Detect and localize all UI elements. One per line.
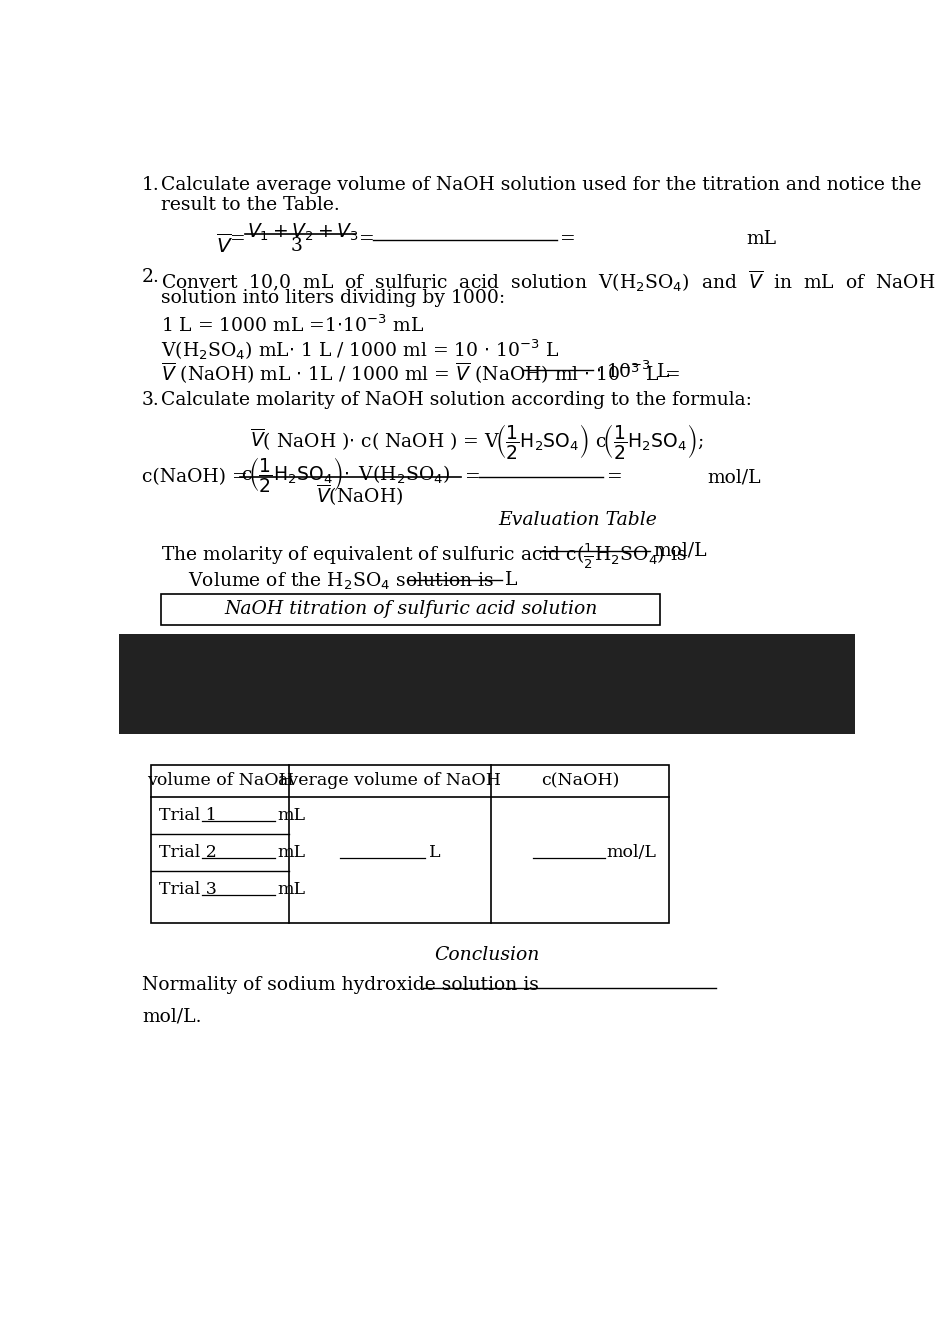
Text: 2.: 2.: [142, 268, 160, 286]
Text: $\overline{V}$ (NaOH) mL $\cdot$ 1L / 1000 ml = $\overline{V}$ (NaOH) ml $\cdot$: $\overline{V}$ (NaOH) mL $\cdot$ 1L / 10…: [162, 360, 680, 386]
Text: $\overline{V}$(NaOH): $\overline{V}$(NaOH): [316, 482, 404, 507]
Text: Evaluation Table: Evaluation Table: [499, 510, 657, 529]
Text: =: =: [560, 230, 577, 248]
Bar: [119, 634, 855, 734]
Text: Normality of sodium hydroxide solution is: Normality of sodium hydroxide solution i…: [142, 976, 539, 995]
Text: 1 L = 1000 mL =1$\cdot$10$^{-3}$ mL: 1 L = 1000 mL =1$\cdot$10$^{-3}$ mL: [162, 314, 425, 335]
Text: mL: mL: [277, 806, 306, 824]
Text: 3: 3: [291, 238, 303, 255]
Text: 1.: 1.: [142, 176, 160, 194]
Text: $\overline{V}$: $\overline{V}$: [216, 234, 233, 256]
Text: Calculate molarity of NaOH solution according to the formula:: Calculate molarity of NaOH solution acco…: [162, 391, 752, 410]
Bar: [162, 594, 660, 625]
Text: c(NaOH): c(NaOH): [541, 773, 619, 789]
Text: $V_1 + V_2 + V_3$: $V_1 + V_2 + V_3$: [247, 222, 358, 243]
Text: $\overline{V}$( NaOH )$\cdot$ c( NaOH ) = V$\!\left(\dfrac{1}{2}\mathrm{H_2SO_4}: $\overline{V}$( NaOH )$\cdot$ c( NaOH ) …: [251, 422, 704, 461]
Text: =: =: [607, 469, 623, 486]
Text: mol/L.: mol/L.: [142, 1007, 201, 1025]
Text: =: =: [466, 469, 481, 486]
Text: 3.: 3.: [142, 391, 160, 410]
Text: mL: mL: [747, 230, 777, 248]
Text: L: L: [428, 844, 440, 861]
Text: Trial 3: Trial 3: [159, 881, 217, 898]
Text: mol/L: mol/L: [606, 844, 656, 861]
Text: result to the Table.: result to the Table.: [162, 196, 340, 215]
Text: volume of NaOH: volume of NaOH: [147, 773, 294, 789]
Text: V(H$_2$SO$_4$) mL$\cdot$ 1 L / 1000 ml = 10 $\cdot$ 10$^{-3}$ L: V(H$_2$SO$_4$) mL$\cdot$ 1 L / 1000 ml =…: [162, 338, 560, 362]
Text: Convert  10,0  mL  of  sulfuric  acid  solution  V(H$_2$SO$_4$)  and  $\overline: Convert 10,0 mL of sulfuric acid solutio…: [162, 268, 936, 294]
Text: $\cdot$ 10$^{-3}$ L: $\cdot$ 10$^{-3}$ L: [596, 360, 672, 382]
Text: Calculate average volume of NaOH solution used for the titration and notice the: Calculate average volume of NaOH solutio…: [162, 176, 921, 194]
Text: NaOH titration of sulfuric acid solution: NaOH titration of sulfuric acid solution: [224, 601, 598, 618]
Text: Conclusion: Conclusion: [434, 945, 540, 964]
Text: solution into liters dividing by 1000:: solution into liters dividing by 1000:: [162, 288, 505, 307]
Text: Trial 1: Trial 1: [159, 806, 217, 824]
Text: c(NaOH) =: c(NaOH) =: [142, 469, 248, 486]
Bar: [151, 765, 669, 922]
Text: mol/L: mol/L: [654, 542, 707, 559]
Bar: [151, 765, 669, 922]
Text: mol/L: mol/L: [708, 469, 761, 486]
Text: L: L: [504, 570, 517, 589]
Text: Volume of the H$_2$SO$_4$ solution is: Volume of the H$_2$SO$_4$ solution is: [188, 570, 494, 591]
Text: mL: mL: [277, 881, 306, 898]
Text: Trial 2: Trial 2: [159, 844, 217, 861]
Text: average volume of NaOH: average volume of NaOH: [278, 773, 502, 789]
Text: mL: mL: [277, 844, 306, 861]
Text: c$\!\left(\dfrac{1}{2}\mathrm{H_2SO_4}\right)\!\cdot$ V(H$_2$SO$_4$): c$\!\left(\dfrac{1}{2}\mathrm{H_2SO_4}\r…: [241, 455, 450, 494]
Text: =: =: [359, 230, 374, 248]
Text: The molarity of equivalent of sulfuric acid c($\frac{1}{2}$H$_2$SO$_4$) is: The molarity of equivalent of sulfuric a…: [162, 542, 687, 571]
Text: =: =: [230, 230, 245, 248]
